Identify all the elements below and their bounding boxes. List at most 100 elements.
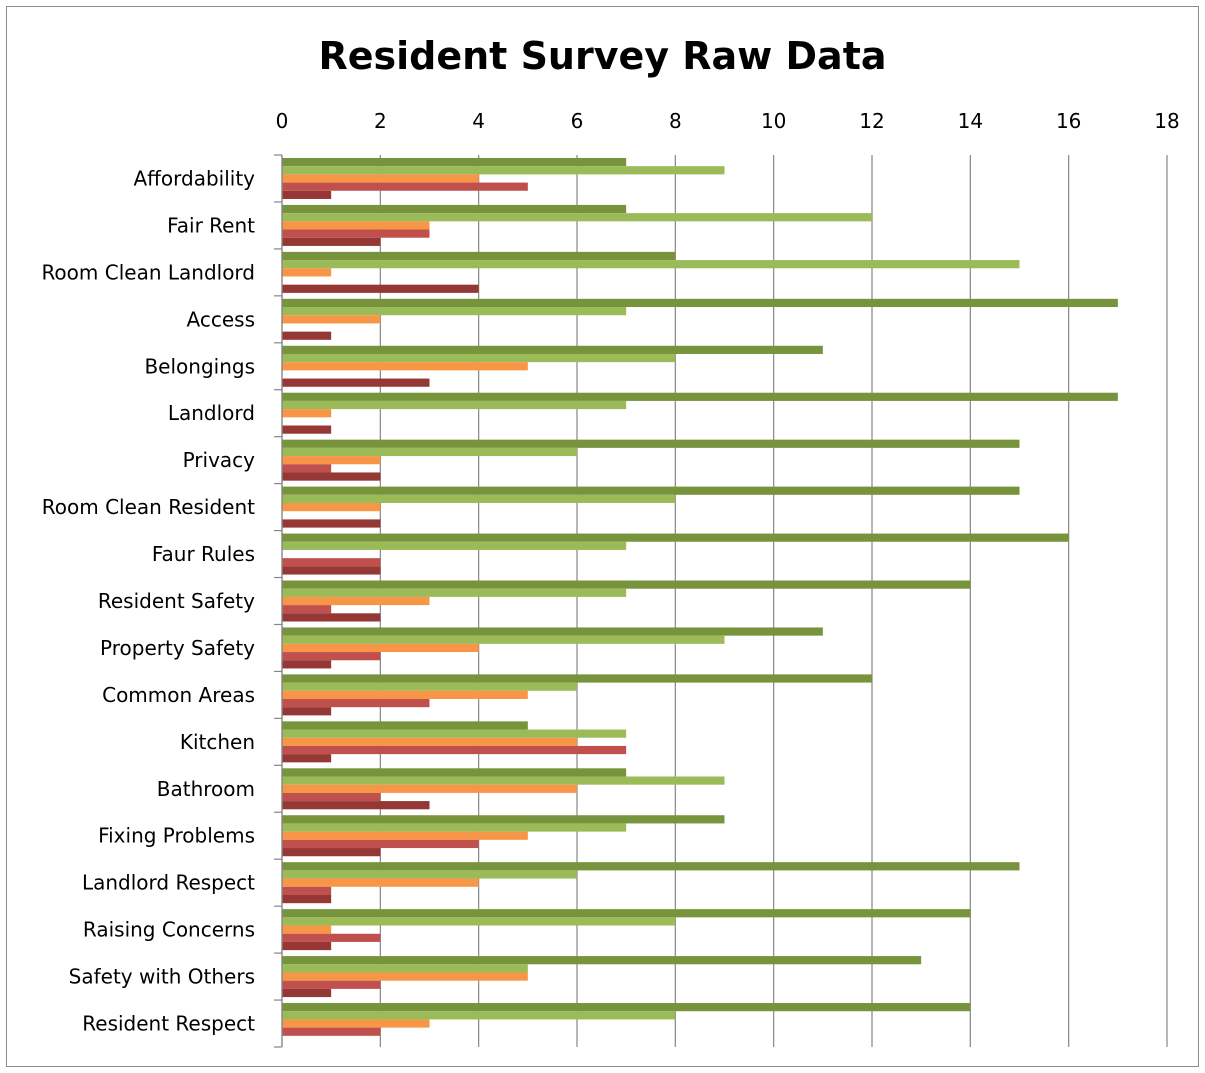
bar <box>282 894 332 904</box>
bar <box>282 815 725 824</box>
bar <box>282 917 676 926</box>
bar <box>282 964 528 973</box>
x-tick-label: 0 <box>276 109 289 133</box>
bar <box>282 284 479 293</box>
bar <box>282 237 381 246</box>
bar <box>282 1019 430 1028</box>
category-label: Fixing Problems <box>98 824 255 848</box>
bar <box>282 533 1069 542</box>
category-label: Resident Safety <box>98 589 255 613</box>
category-label: Safety with Others <box>69 965 255 989</box>
bar <box>282 464 332 473</box>
bar <box>282 229 430 238</box>
x-tick-label: 2 <box>374 109 387 133</box>
category-label: Property Safety <box>100 636 255 660</box>
bar <box>282 941 332 951</box>
bar <box>282 331 332 340</box>
bar <box>282 643 479 653</box>
bar <box>282 378 430 387</box>
bar <box>282 447 577 457</box>
bar <box>282 674 872 683</box>
x-tick-label: 4 <box>472 109 485 133</box>
bar <box>282 519 381 528</box>
axes <box>274 154 283 1048</box>
bar <box>282 729 627 738</box>
x-tick-label: 14 <box>958 109 983 133</box>
x-tick-label: 6 <box>571 109 584 133</box>
bar <box>282 353 676 363</box>
bar <box>282 870 577 879</box>
bar <box>282 878 479 887</box>
category-label: Landlord Respect <box>82 871 255 895</box>
bar <box>282 1027 381 1036</box>
bar <box>282 980 381 989</box>
bar <box>282 166 725 175</box>
x-tick-label: 10 <box>761 109 786 133</box>
bar <box>282 839 479 849</box>
bar <box>282 298 1118 308</box>
bar <box>282 190 332 199</box>
bar <box>282 745 627 755</box>
bar <box>282 925 332 934</box>
x-tick-label: 8 <box>669 109 682 133</box>
bar <box>282 635 725 644</box>
bars <box>282 157 1118 1036</box>
bar <box>282 909 971 918</box>
category-label: Fair Rent <box>167 213 255 237</box>
bar <box>282 848 381 857</box>
bar <box>282 204 627 214</box>
x-tick-label: 18 <box>1154 109 1179 133</box>
bar <box>282 439 1020 448</box>
bar <box>282 425 332 434</box>
bar <box>282 768 627 777</box>
bar <box>282 588 627 597</box>
bar <box>282 737 577 746</box>
category-label: Bathroom <box>157 777 255 801</box>
bar <box>282 972 528 981</box>
category-label: Belongings <box>144 354 255 378</box>
bar <box>282 784 577 793</box>
category-label: Common Areas <box>102 683 255 707</box>
category-label: Affordability <box>133 166 255 190</box>
bar <box>282 682 577 691</box>
bar <box>282 157 627 167</box>
bar <box>282 213 872 222</box>
category-label: Kitchen <box>180 730 255 754</box>
x-tick-labels: 0 2 4 6 8 10 12 14 16 18 <box>276 109 1180 133</box>
category-label: Resident Respect <box>82 1012 255 1036</box>
bar <box>282 558 381 567</box>
category-label: Room Clean Resident <box>42 495 255 519</box>
bar <box>282 503 381 512</box>
bar <box>282 315 381 324</box>
bar <box>282 174 479 183</box>
bar <box>282 792 381 802</box>
bar <box>282 345 823 354</box>
bar <box>282 605 332 614</box>
bar <box>282 580 971 589</box>
bar <box>282 823 627 832</box>
bar <box>282 307 627 316</box>
bar <box>282 472 381 481</box>
bar <box>282 776 725 785</box>
bar <box>282 566 381 575</box>
bar <box>282 698 430 708</box>
bar <box>282 182 528 191</box>
bar <box>282 660 332 669</box>
x-tick-label: 12 <box>859 109 884 133</box>
bar <box>282 596 430 606</box>
category-label: Access <box>187 307 255 331</box>
bar <box>282 754 332 763</box>
bar <box>282 613 381 622</box>
bar <box>282 690 528 699</box>
bar <box>282 409 332 418</box>
bar <box>282 988 332 998</box>
bar <box>282 707 332 716</box>
bar <box>282 392 1118 401</box>
category-labels: Affordability Fair Rent Room Clean Landlor… <box>41 166 255 1035</box>
bar <box>282 1003 971 1012</box>
category-label: Landlord <box>168 401 255 425</box>
bar <box>282 362 528 371</box>
bar <box>282 933 381 942</box>
bar <box>282 456 381 465</box>
